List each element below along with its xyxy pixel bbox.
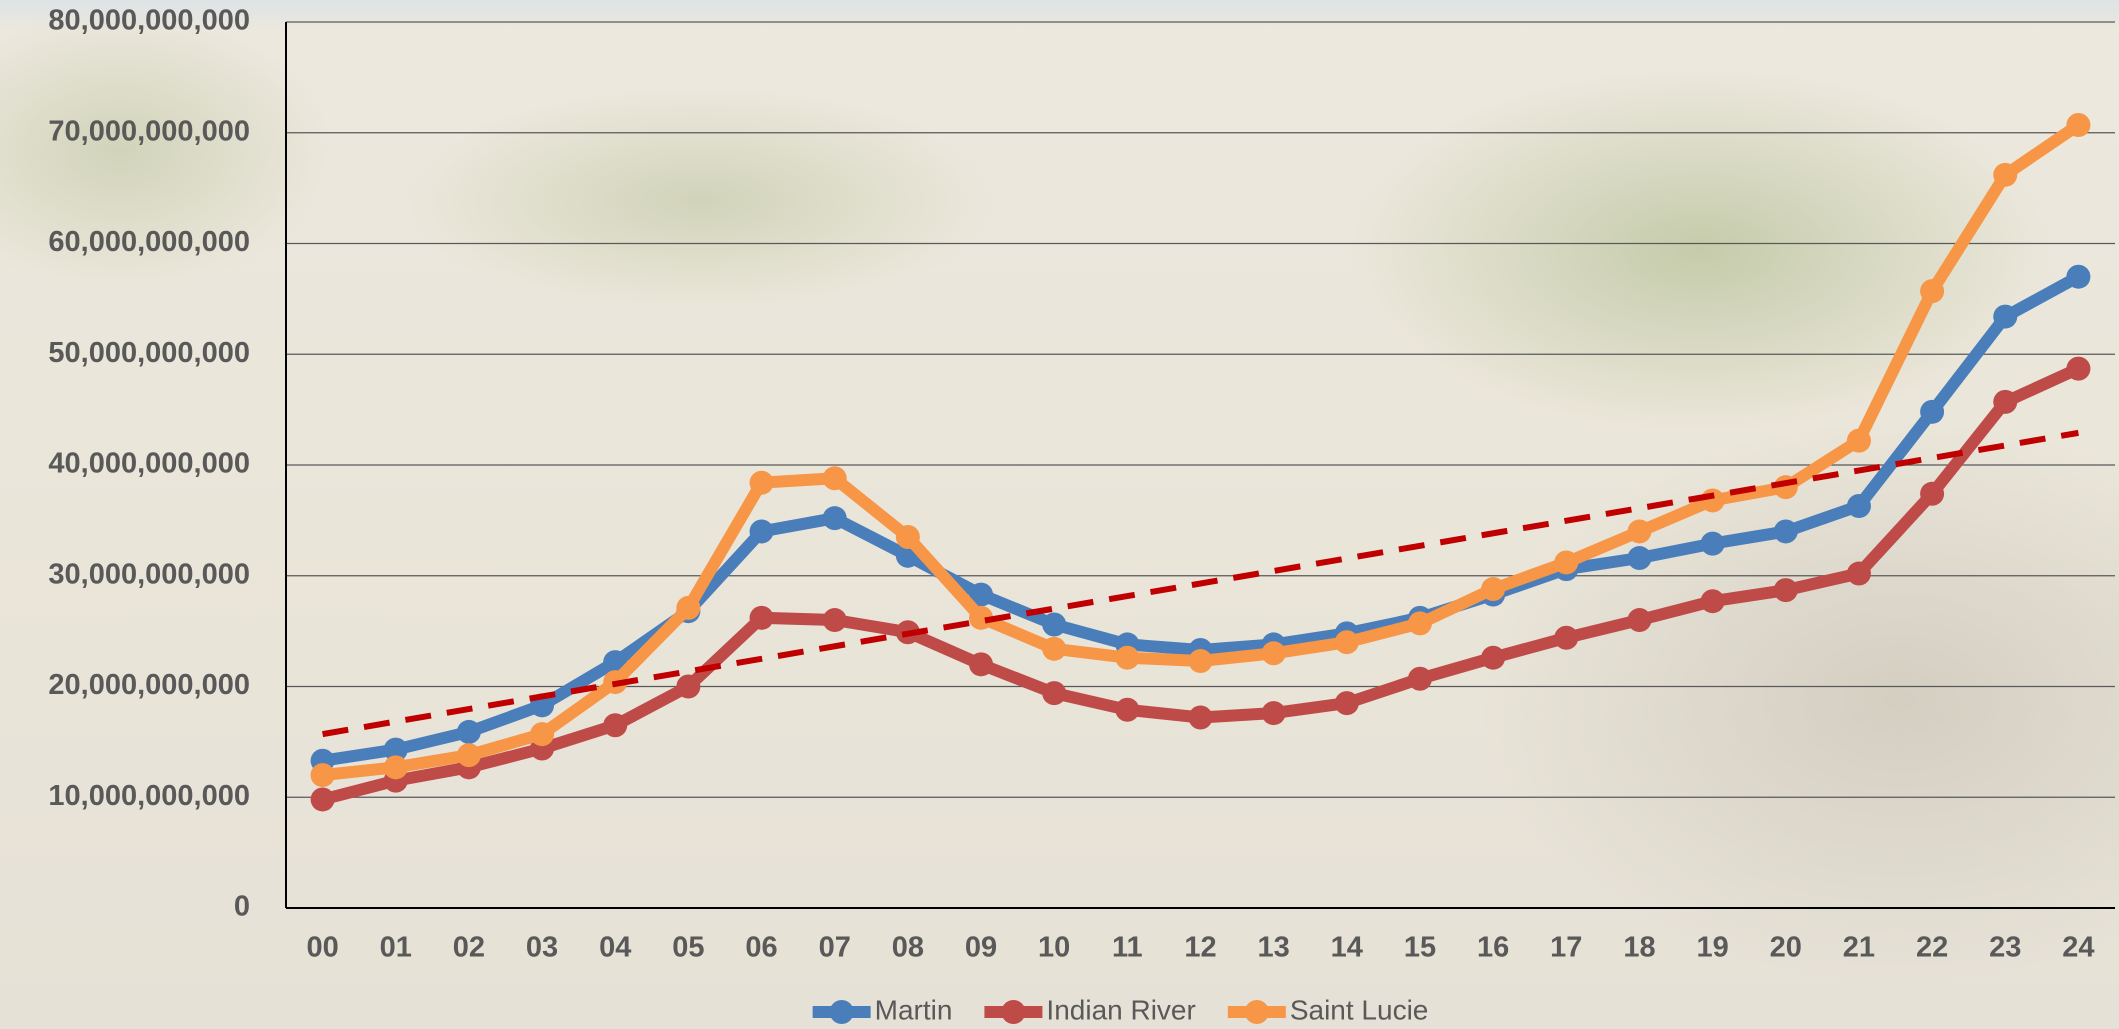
data-point (1115, 698, 1139, 722)
data-point (823, 608, 847, 632)
data-point (2066, 113, 2090, 137)
x-tick-label: 00 (306, 932, 338, 964)
data-point (1701, 589, 1725, 613)
x-tick-label: 13 (1258, 932, 1290, 964)
x-tick-label: 12 (1184, 932, 1216, 964)
x-tick-label: 16 (1477, 932, 1509, 964)
data-point (1920, 400, 1944, 424)
data-point (1189, 706, 1213, 730)
data-point (384, 755, 408, 779)
x-tick-label: 23 (1989, 932, 2021, 964)
x-tick-label: 05 (672, 932, 704, 964)
data-point (1481, 646, 1505, 670)
x-tick-label: 09 (965, 932, 997, 964)
data-point (603, 713, 627, 737)
data-point (1627, 546, 1651, 570)
data-point (1335, 630, 1359, 654)
data-point (823, 506, 847, 530)
data-point (750, 606, 774, 630)
y-tick-label: 30,000,000,000 (48, 558, 250, 590)
data-point (1701, 488, 1725, 512)
x-tick-label: 10 (1038, 932, 1070, 964)
chart: 0 10,000,000,000 20,000,000,000 30,000,000,… (0, 0, 2119, 1029)
data-point (1774, 519, 1798, 543)
data-point (457, 720, 481, 744)
data-point (311, 763, 335, 787)
data-point (1701, 532, 1725, 556)
data-point (1993, 390, 2017, 414)
y-tick-label: 20,000,000,000 (48, 669, 250, 701)
data-point (1554, 550, 1578, 574)
x-tick-label: 20 (1770, 932, 1802, 964)
data-point (1408, 611, 1432, 635)
legend-marker (1001, 1000, 1025, 1024)
x-tick-label: 22 (1916, 932, 1948, 964)
data-point (1554, 626, 1578, 650)
x-tick-label: 15 (1404, 932, 1436, 964)
x-tick-label: 08 (892, 932, 924, 964)
y-tick-label: 0 (234, 891, 250, 923)
x-tick-label: 18 (1623, 932, 1655, 964)
x-tick-label: 02 (453, 932, 485, 964)
data-point (457, 743, 481, 767)
data-point (896, 525, 920, 549)
data-point (530, 722, 554, 746)
data-point (2066, 265, 2090, 289)
x-tick-label: 14 (1331, 932, 1363, 964)
data-point (1847, 494, 1871, 518)
data-point (1627, 608, 1651, 632)
data-point (311, 787, 335, 811)
x-tick-label: 03 (526, 932, 558, 964)
data-point (676, 675, 700, 699)
data-point (1042, 681, 1066, 705)
y-tick-label: 60,000,000,000 (48, 226, 250, 258)
data-point (1335, 691, 1359, 715)
x-tick-label: 06 (745, 932, 777, 964)
data-point (1920, 279, 1944, 303)
y-tick-label: 50,000,000,000 (48, 337, 250, 369)
legend-marker (830, 1000, 854, 1024)
data-point (1920, 482, 1944, 506)
y-tick-label: 80,000,000,000 (48, 5, 250, 37)
x-tick-label: 01 (380, 932, 412, 964)
data-point (1774, 578, 1798, 602)
legend-text: Martin (875, 994, 953, 1025)
data-point (1189, 649, 1213, 673)
legend-text: Saint Lucie (1290, 994, 1429, 1025)
y-tick-label: 10,000,000,000 (48, 780, 250, 812)
data-point (969, 652, 993, 676)
x-tick-label: 17 (1550, 932, 1582, 964)
data-point (1847, 429, 1871, 453)
data-point (1993, 305, 2017, 329)
data-point (750, 519, 774, 543)
page: 0 10,000,000,000 20,000,000,000 30,000,000,… (0, 0, 2119, 1029)
data-point (1481, 577, 1505, 601)
data-point (1262, 641, 1286, 665)
data-point (1847, 562, 1871, 586)
data-point (2066, 357, 2090, 381)
x-tick-label: 19 (1696, 932, 1728, 964)
data-point (750, 471, 774, 495)
data-point (1042, 612, 1066, 636)
data-point (1262, 701, 1286, 725)
data-point (676, 596, 700, 620)
data-point (1408, 667, 1432, 691)
data-point (1627, 519, 1651, 543)
legend-marker (1245, 1000, 1269, 1024)
x-tick-label: 07 (819, 932, 851, 964)
x-tick-label: 04 (599, 932, 631, 964)
y-tick-label: 40,000,000,000 (48, 448, 250, 480)
legend-text: Indian River (1046, 994, 1195, 1025)
x-tick-label: 24 (2062, 932, 2094, 964)
x-tick-label: 11 (1112, 932, 1143, 964)
data-point (823, 466, 847, 490)
data-point (1115, 646, 1139, 670)
data-point (1042, 637, 1066, 661)
data-point (1993, 163, 2017, 187)
x-tick-label: 21 (1843, 932, 1875, 964)
legend: Martin Indian River Saint Lucie (813, 994, 1429, 1025)
y-tick-label: 70,000,000,000 (48, 115, 250, 147)
